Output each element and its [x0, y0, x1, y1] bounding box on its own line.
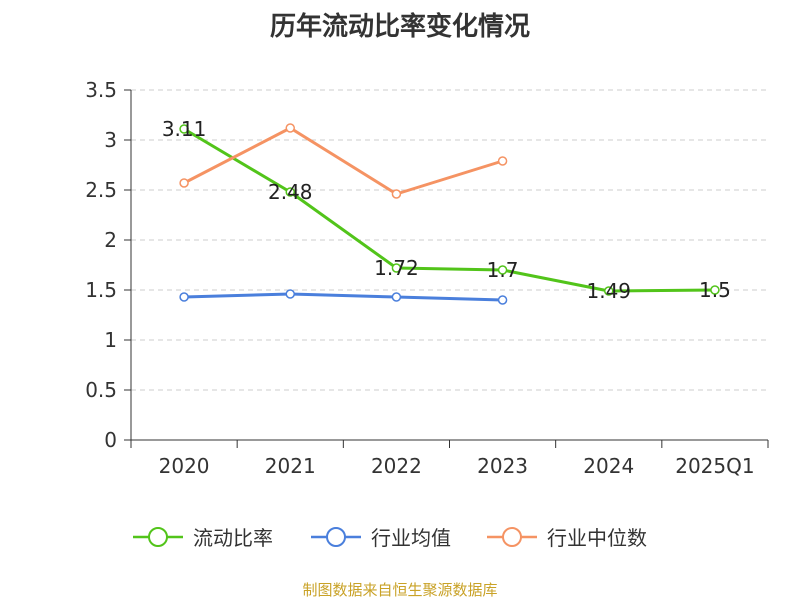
data-labels: 3.11 2.48 1.72 1.7 1.49 1.5	[162, 117, 731, 303]
legend-label: 流动比率	[193, 526, 273, 550]
x-tick-label: 2025Q1	[675, 454, 754, 478]
x-tick-label: 2022	[371, 454, 422, 478]
chart-title: 历年流动比率变化情况	[269, 12, 530, 42]
x-tick-label: 2020	[159, 454, 210, 478]
x-tick-label: 2023	[477, 454, 528, 478]
series-1-line	[183, 127, 715, 293]
data-label: 1.5	[699, 278, 731, 302]
series-1-point	[710, 285, 720, 295]
legend-marker	[502, 527, 522, 547]
series-1-point	[391, 263, 402, 273]
series-lines	[179, 123, 720, 305]
grid-lines	[131, 89, 768, 391]
legend-label: 行业中位数	[547, 526, 647, 550]
series-3-line	[183, 126, 504, 196]
y-tick-label: 1.5	[85, 278, 117, 302]
legend-item-2[interactable]: 行业均值	[311, 526, 451, 550]
data-label: 1.72	[374, 256, 419, 280]
data-label: 2.48	[268, 180, 313, 204]
data-label: 1.49	[586, 279, 631, 303]
legend-marker	[148, 527, 168, 547]
y-tick-label: 2.5	[85, 178, 117, 202]
y-tick-label: 0	[104, 428, 117, 452]
series-2-point	[179, 292, 189, 302]
series-2-point	[497, 295, 508, 305]
x-tick-label: 2021	[265, 454, 316, 478]
series-1-point	[179, 124, 189, 134]
y-tick-label: 2	[104, 228, 117, 252]
series-1-point	[285, 187, 295, 197]
series-2-point	[285, 289, 295, 299]
data-label: 1.7	[487, 258, 519, 282]
y-tick-label: 0.5	[85, 378, 117, 402]
x-tick-label: 2024	[583, 454, 634, 478]
y-tick-label: 3.5	[85, 78, 117, 102]
series-2-point	[391, 292, 402, 302]
series-1-point	[604, 286, 614, 296]
series-2-line	[184, 292, 503, 302]
legend-label: 行业均值	[371, 526, 451, 550]
series-3-point	[391, 189, 402, 199]
series-3-point	[179, 178, 189, 188]
series-3-point	[497, 156, 508, 166]
series-3-point	[285, 123, 295, 133]
data-label: 3.11	[162, 117, 207, 141]
series-1-point	[497, 265, 508, 275]
legend-item-1[interactable]: 流动比率	[133, 526, 273, 550]
legend-item-3[interactable]: 行业中位数	[487, 526, 647, 550]
y-tick-label: 3	[104, 128, 117, 152]
legend-marker	[326, 527, 346, 547]
source-note: 制图数据来自恒生聚源数据库	[302, 581, 498, 599]
legend[interactable]: 流动比率 行业均值 行业中位数	[133, 526, 647, 550]
axes: 0 0.5 1 1.5 2 2.5 3 3.5 2020 2021 2022 2023 2024 2025…	[85, 78, 769, 478]
y-tick-label: 1	[104, 328, 117, 352]
